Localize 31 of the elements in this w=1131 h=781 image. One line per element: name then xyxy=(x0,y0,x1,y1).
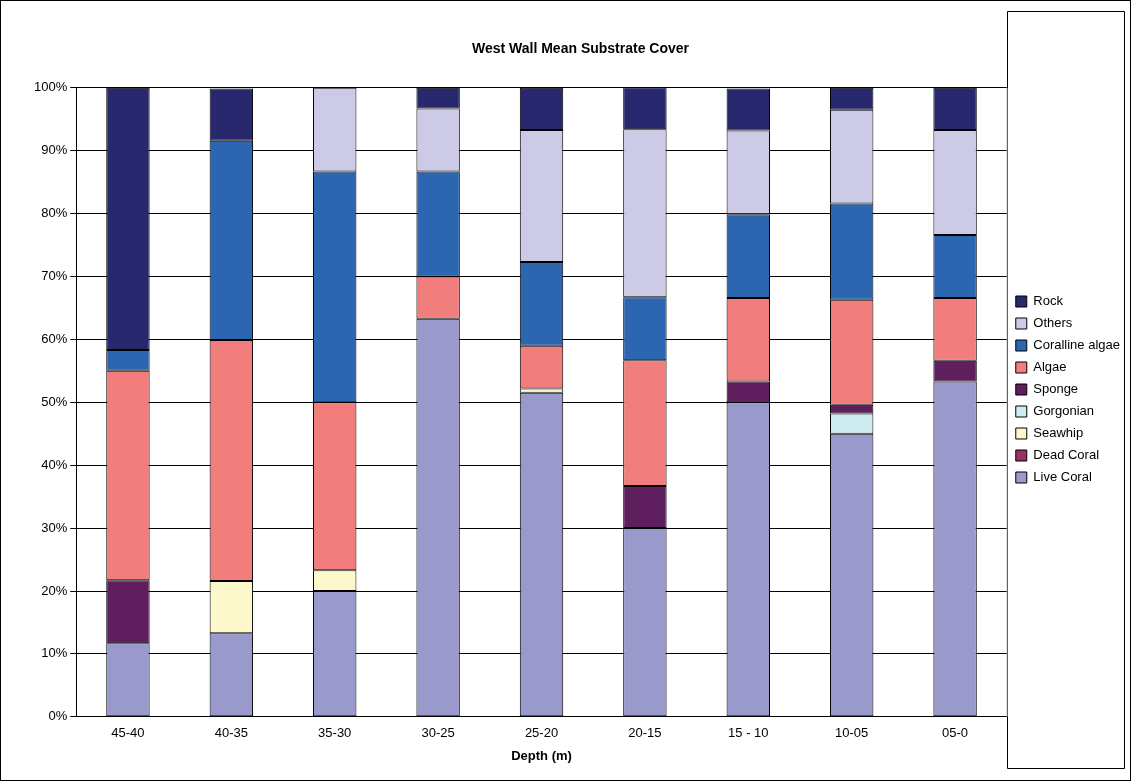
x-axis-title: Depth (m) xyxy=(511,747,572,763)
chart-title: West Wall Mean Substrate Cover xyxy=(471,40,690,57)
legend-label: Live Coral xyxy=(1033,469,1092,485)
y-tick-label: 40% xyxy=(41,456,68,472)
legend-label: Gorgonian xyxy=(1033,403,1094,419)
legend-label: Others xyxy=(1033,315,1073,331)
x-tick-label: 25-20 xyxy=(524,725,559,741)
y-tick-label: 50% xyxy=(41,393,68,409)
x-tick-label: 30-25 xyxy=(421,725,455,741)
y-tick-label: 0% xyxy=(48,708,68,724)
legend-label: Sponge xyxy=(1033,381,1079,397)
y-tick-label: 100% xyxy=(34,79,68,95)
x-tick-label: 45-40 xyxy=(111,725,145,741)
x-tick-label: 05-0 xyxy=(942,725,969,741)
x-tick-label: 40-35 xyxy=(214,725,248,741)
x-tick-label: 10-05 xyxy=(835,725,869,741)
legend-label: Algae xyxy=(1033,359,1067,375)
y-tick-label: 20% xyxy=(41,582,68,598)
y-tick-label: 90% xyxy=(41,142,68,158)
x-tick-label: 15 - 10 xyxy=(728,725,769,741)
legend-label: Seawhip xyxy=(1033,425,1084,441)
legend-label: Dead Coral xyxy=(1033,447,1100,463)
y-tick-label: 10% xyxy=(41,645,68,661)
x-tick-label: 35-30 xyxy=(318,725,352,741)
y-tick-label: 80% xyxy=(41,205,68,221)
y-tick-label: 60% xyxy=(41,330,68,346)
legend-label: Coralline algae xyxy=(1033,337,1121,353)
y-tick-label: 70% xyxy=(41,268,68,284)
x-tick-label: 20-15 xyxy=(628,725,662,741)
y-tick-label: 30% xyxy=(41,519,68,535)
legend-label: Rock xyxy=(1033,293,1064,309)
